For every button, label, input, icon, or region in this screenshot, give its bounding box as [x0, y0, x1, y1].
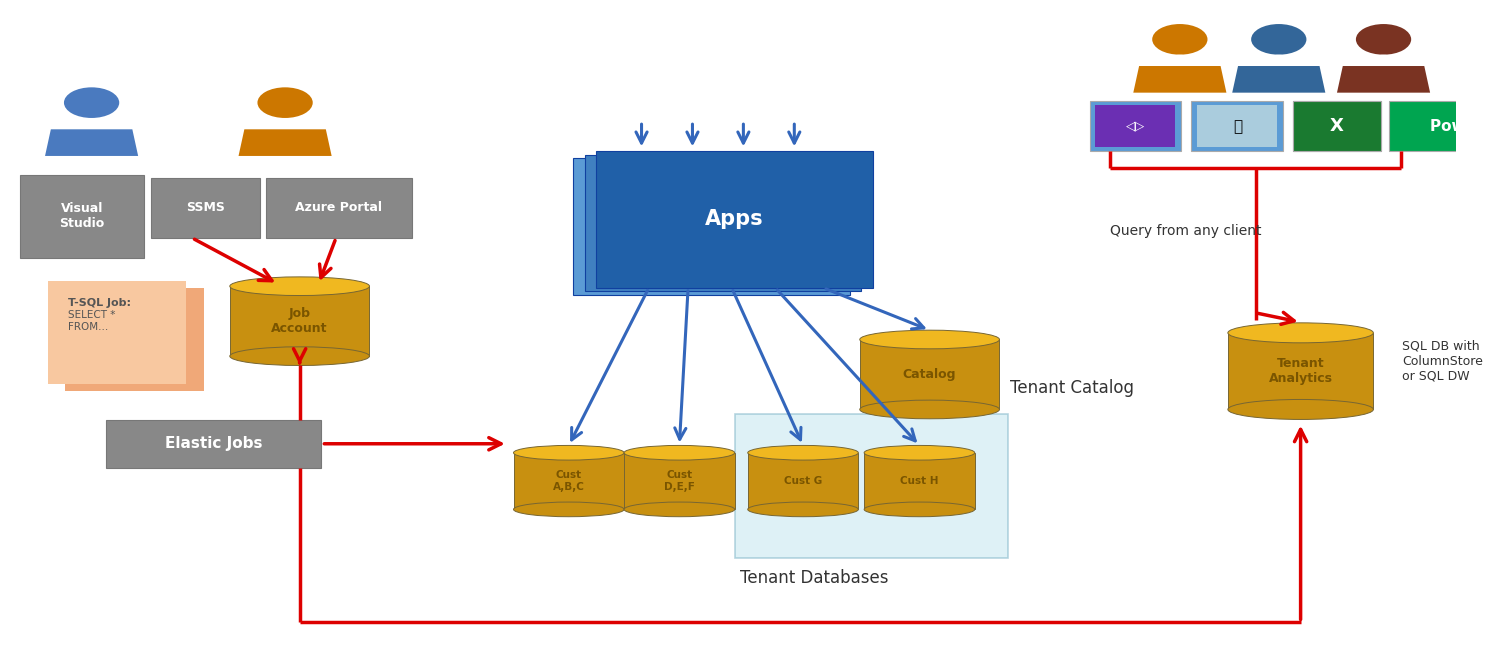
Bar	[107, 419, 322, 468]
Bar	[266, 178, 412, 238]
Text: Power BI: Power BI	[1430, 119, 1505, 134]
Bar	[734, 415, 1008, 558]
Bar	[573, 158, 850, 294]
Bar	[230, 286, 369, 356]
Bar	[65, 288, 203, 391]
Polygon shape	[1233, 66, 1326, 93]
Text: ◁▷: ◁▷	[1126, 120, 1145, 133]
Ellipse shape	[230, 277, 369, 296]
Text: Elastic Jobs: Elastic Jobs	[166, 436, 262, 452]
Ellipse shape	[1228, 399, 1374, 419]
Bar	[864, 453, 975, 509]
Bar	[150, 178, 260, 238]
Text: SSMS: SSMS	[187, 201, 226, 215]
Text: Query from any client: Query from any client	[1111, 224, 1261, 238]
Polygon shape	[238, 129, 331, 156]
Ellipse shape	[274, 118, 296, 127]
Text: Azure Portal: Azure Portal	[295, 201, 382, 215]
Ellipse shape	[1168, 55, 1192, 64]
Text: Tenant
Analytics: Tenant Analytics	[1269, 357, 1332, 385]
Bar	[513, 453, 625, 509]
Polygon shape	[45, 129, 138, 156]
Ellipse shape	[864, 502, 975, 516]
Ellipse shape	[1267, 55, 1290, 64]
Bar	[1293, 101, 1380, 151]
Text: Tenant Catalog: Tenant Catalog	[1010, 379, 1133, 397]
Text: Cust H: Cust H	[900, 476, 939, 486]
Ellipse shape	[63, 88, 119, 118]
Bar	[859, 339, 999, 409]
Bar	[1198, 105, 1278, 147]
Ellipse shape	[1153, 24, 1207, 55]
Text: SQL DB with
ColumnStore
or SQL DW: SQL DB with ColumnStore or SQL DW	[1403, 340, 1484, 383]
Text: Tenant Databases: Tenant Databases	[740, 569, 889, 587]
Bar	[1293, 101, 1380, 151]
Bar	[20, 175, 144, 258]
Bar	[585, 155, 861, 291]
Ellipse shape	[80, 118, 104, 127]
Bar	[48, 281, 187, 385]
Ellipse shape	[513, 446, 625, 460]
Bar	[625, 453, 734, 509]
Text: Visual
Studio: Visual Studio	[60, 202, 105, 230]
Ellipse shape	[864, 446, 975, 460]
Polygon shape	[1133, 66, 1227, 93]
Polygon shape	[1336, 66, 1430, 93]
Bar	[596, 151, 873, 288]
Ellipse shape	[625, 446, 734, 460]
Text: X: X	[1330, 117, 1344, 135]
Text: Cust
A,B,C: Cust A,B,C	[552, 470, 585, 492]
Text: T-SQL Job:: T-SQL Job:	[68, 298, 131, 308]
Ellipse shape	[1373, 55, 1395, 64]
Bar	[1096, 105, 1175, 147]
Ellipse shape	[859, 400, 999, 419]
Text: Catalog: Catalog	[903, 368, 956, 381]
Ellipse shape	[625, 502, 734, 516]
Bar	[1192, 101, 1284, 151]
Text: Job
Account: Job Account	[271, 307, 328, 335]
Ellipse shape	[1356, 24, 1412, 55]
Text: Cust G: Cust G	[784, 476, 822, 486]
Ellipse shape	[1228, 323, 1374, 343]
Text: FROM...: FROM...	[68, 322, 108, 332]
Bar	[748, 453, 858, 509]
Ellipse shape	[1251, 24, 1306, 55]
Bar	[1389, 101, 1505, 151]
Ellipse shape	[748, 502, 858, 516]
Ellipse shape	[513, 502, 625, 516]
Text: SELECT *: SELECT *	[68, 310, 116, 320]
Text: Cust
D,E,F: Cust D,E,F	[664, 470, 695, 492]
Text: Apps: Apps	[706, 209, 765, 229]
Text: 🔧: 🔧	[1233, 119, 1242, 134]
Ellipse shape	[230, 347, 369, 365]
Ellipse shape	[748, 446, 858, 460]
Bar	[1228, 333, 1374, 409]
Bar	[1090, 101, 1181, 151]
Ellipse shape	[859, 330, 999, 349]
Ellipse shape	[257, 88, 313, 118]
